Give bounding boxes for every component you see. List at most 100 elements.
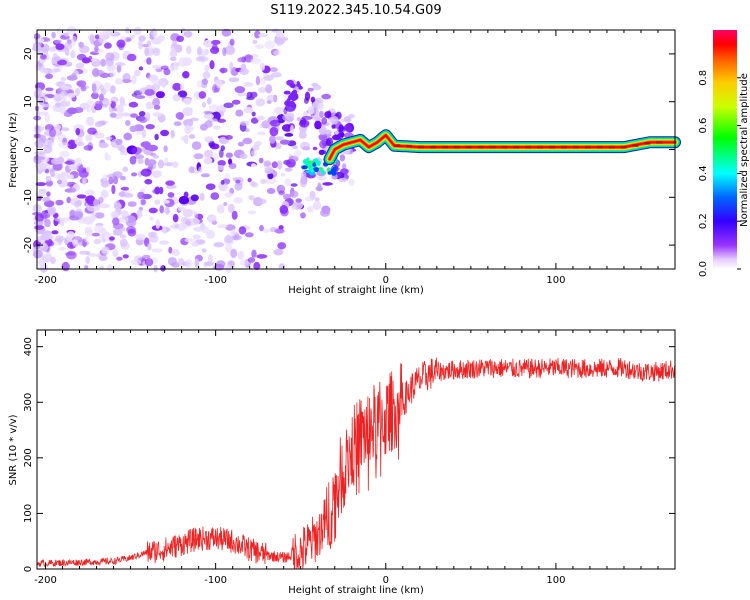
spectral-blob [67, 231, 75, 237]
spectral-blob [176, 35, 185, 42]
spectral-blob [39, 101, 46, 110]
spectral-blob [249, 180, 256, 187]
spectral-blob [193, 153, 204, 160]
spectral-blob [266, 94, 277, 103]
snr-series [36, 357, 676, 570]
spectral-blob [167, 192, 175, 198]
spectral-blob [271, 161, 278, 169]
spectral-blob [224, 172, 231, 180]
spectral-blob [163, 68, 171, 76]
spectral-blob [157, 159, 165, 169]
spectral-blob [51, 60, 58, 64]
snr-line [36, 357, 676, 570]
spectral-blob [171, 261, 180, 268]
spectral-blob [296, 116, 301, 122]
spectral-blob [34, 87, 43, 96]
spectral-blob [56, 27, 61, 34]
spectral-blob [188, 134, 196, 139]
spectral-blob [298, 85, 303, 90]
spectral-blob [99, 84, 105, 91]
spectral-blob [314, 197, 320, 202]
spectral-blob [39, 111, 49, 116]
spectral-blob [321, 117, 328, 125]
spectral-blob [183, 191, 189, 198]
spectral-blob [256, 115, 265, 121]
spectral-blob [105, 136, 113, 141]
spectral-blob [234, 182, 243, 191]
spectral-blob [254, 44, 264, 49]
spectral-blob [201, 101, 207, 108]
y-tick-label: 200 [23, 448, 34, 467]
spectral-blob [56, 179, 63, 185]
spectral-blob [337, 126, 346, 133]
spectral-blob [130, 113, 138, 118]
spectral-blob [110, 211, 119, 220]
spectral-blob [34, 213, 44, 222]
spectral-blob [279, 139, 290, 145]
colorbar-tick-label: 0.0 [698, 261, 709, 277]
spectral-blob [121, 112, 132, 117]
spectral-blob [148, 235, 159, 243]
spectral-blob [66, 93, 76, 98]
spectral-blob [230, 248, 238, 258]
spectral-blob [123, 193, 134, 198]
spectral-blob [209, 143, 220, 150]
spectral-blob [115, 138, 123, 146]
spectral-blob [78, 41, 84, 48]
spectral-blob [347, 113, 355, 119]
spectral-blob [196, 46, 203, 56]
spectral-blob [334, 130, 339, 135]
spectral-blob [98, 93, 104, 101]
spectral-blob [116, 64, 122, 73]
spectral-blob [131, 146, 142, 155]
spectral-blob [173, 121, 182, 127]
spectral-blob [324, 111, 332, 119]
spectral-blob [55, 81, 66, 88]
spectral-blob [163, 209, 171, 214]
spectral-blob [186, 209, 195, 215]
spectral-blob [116, 104, 124, 114]
spectral-blob [160, 129, 170, 137]
spectral-blob [178, 258, 185, 266]
spectral-blob [119, 234, 127, 239]
x-tick-label: -200 [34, 275, 57, 286]
spectral-blob [190, 217, 200, 226]
spectral-blob [280, 172, 285, 177]
spectral-blob [195, 56, 206, 62]
spectral-blob [134, 233, 146, 241]
colorbar-gradient [713, 30, 737, 269]
spectral-blob [154, 199, 161, 206]
spectral-blob [100, 190, 109, 199]
spectral-blob [301, 165, 308, 170]
spectral-blob [242, 137, 253, 145]
spectral-blob [260, 178, 267, 185]
spectral-blob [66, 250, 77, 260]
spectral-blob [134, 69, 141, 77]
spectral-blob [168, 246, 173, 254]
spectral-blob [47, 207, 56, 216]
spectral-blob [129, 125, 138, 132]
spectral-blob [264, 167, 274, 175]
spectral-blob [53, 68, 61, 73]
spectral-blob [321, 93, 332, 100]
y-tick-label: 10 [23, 95, 34, 108]
spectral-blob [141, 129, 147, 138]
spectral-blob [312, 146, 318, 151]
spectral-blob [289, 190, 299, 198]
spectral-blob [203, 157, 213, 165]
spectral-blob [284, 178, 292, 187]
spectral-blob [304, 196, 315, 202]
spectral-blob [94, 45, 99, 53]
spectral-blob [341, 118, 352, 123]
spectral-blob [222, 47, 227, 57]
spectral-blob [174, 44, 183, 53]
spectral-blob [330, 115, 339, 125]
spectral-blob [255, 98, 266, 107]
spectral-blob [183, 97, 192, 105]
spectral-blob [59, 217, 65, 227]
spectral-blob [250, 117, 259, 124]
spectral-blob [44, 113, 51, 123]
spectral-blob [269, 227, 277, 233]
spectral-blob [122, 166, 129, 172]
spectral-blob [43, 144, 53, 154]
